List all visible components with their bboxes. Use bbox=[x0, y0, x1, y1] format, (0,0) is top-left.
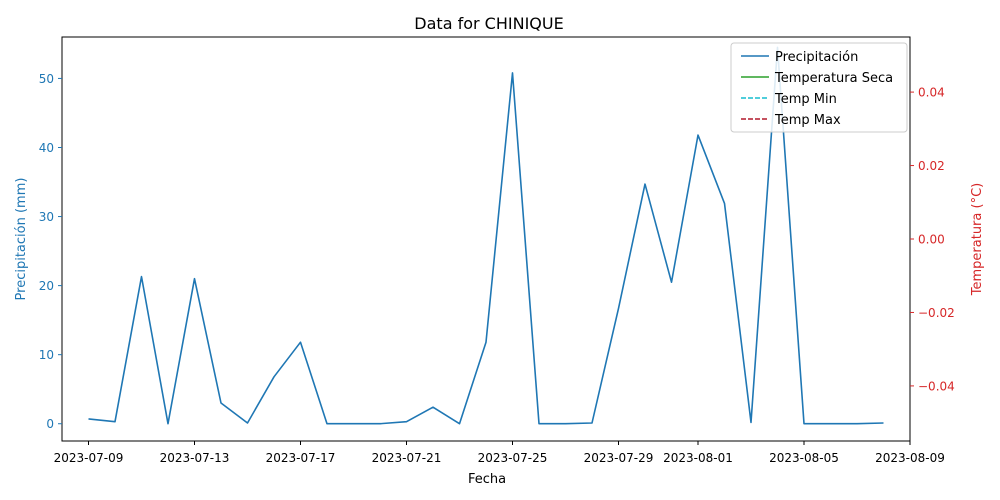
legend: Precipitación Temperatura Seca Temp Min … bbox=[730, 42, 908, 133]
y-left-tick-label: 10 bbox=[39, 348, 54, 362]
y-right-tick-label: −0.04 bbox=[918, 379, 955, 393]
series-line-precipitacion bbox=[88, 46, 884, 425]
y-right-tick-label: 0.00 bbox=[918, 233, 945, 247]
y-left-tick-label: 30 bbox=[39, 210, 54, 224]
y-left-tick-label: 40 bbox=[39, 141, 54, 155]
x-tick-label: 2023-07-29 bbox=[584, 451, 654, 465]
legend-label-temperatura-seca: Temperatura Seca bbox=[774, 71, 893, 86]
y-right-tick-label: 0.02 bbox=[918, 159, 945, 173]
x-tick-label: 2023-08-01 bbox=[663, 451, 733, 465]
y-right-tick-label: 0.04 bbox=[918, 86, 945, 100]
x-tick-label: 2023-07-09 bbox=[54, 451, 124, 465]
plot-lines bbox=[88, 46, 884, 425]
legend-label-temp-min: Temp Min bbox=[774, 92, 837, 107]
x-tick-label: 2023-07-25 bbox=[478, 451, 548, 465]
y-left-tick-label: 0 bbox=[46, 417, 54, 431]
y-right-axis-ticks: −0.04 −0.02 0.00 0.02 0.04 bbox=[910, 86, 955, 393]
y-right-tick-label: −0.02 bbox=[918, 306, 955, 320]
y-left-axis-ticks: 0 10 20 30 40 50 bbox=[39, 72, 62, 431]
x-axis-label: Fecha bbox=[468, 472, 506, 487]
chart-title: Data for CHINIQUE bbox=[414, 14, 563, 33]
y-left-axis-label: Precipitación (mm) bbox=[14, 178, 29, 301]
x-tick-label: 2023-07-13 bbox=[160, 451, 230, 465]
legend-label-temp-max: Temp Max bbox=[774, 113, 841, 128]
legend-box bbox=[730, 42, 908, 133]
x-tick-label: 2023-08-09 bbox=[875, 451, 945, 465]
y-left-tick-label: 50 bbox=[39, 72, 54, 86]
y-right-axis-label: Temperatura (°C) bbox=[970, 183, 985, 296]
x-tick-label: 2023-07-21 bbox=[372, 451, 442, 465]
y-left-tick-label: 20 bbox=[39, 279, 54, 293]
x-axis-ticks: 2023-07-09 2023-07-13 2023-07-17 2023-07-21… bbox=[54, 441, 945, 465]
x-tick-label: 2023-07-17 bbox=[266, 451, 336, 465]
legend-label-precipitacion: Precipitación bbox=[775, 50, 858, 65]
x-tick-label: 2023-08-05 bbox=[769, 451, 839, 465]
